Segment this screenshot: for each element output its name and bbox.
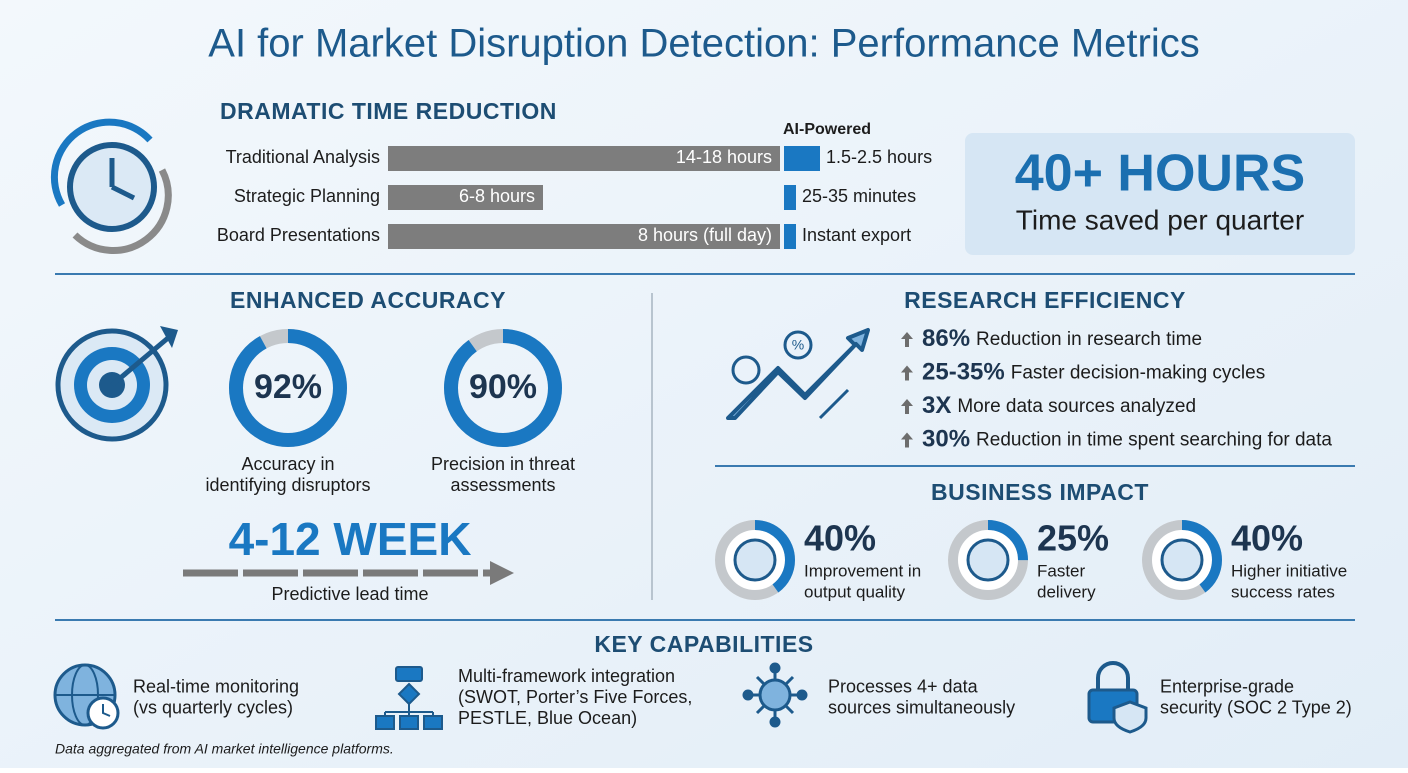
traditional-time: 14-18 hours	[676, 147, 772, 167]
capability-text: Enterprise-grade	[1160, 676, 1294, 696]
footnote: Data aggregated from AI market intellige…	[55, 741, 394, 757]
impact-value: 25%	[1037, 518, 1109, 559]
ai-time: 1.5-2.5 hours	[826, 147, 932, 167]
impact-label: success rates	[1231, 582, 1335, 601]
impact-label: Higher initiative	[1231, 561, 1347, 580]
ring-value: 92%	[254, 368, 322, 406]
ring-arc	[948, 520, 1028, 600]
traditional-bar	[388, 185, 543, 210]
capability-text: PESTLE, Blue Ocean)	[458, 708, 637, 728]
lock-icon	[1087, 661, 1148, 734]
capability-text: (SWOT, Porter’s Five Forces,	[458, 687, 692, 707]
impact-label: output quality	[804, 582, 906, 601]
research-item: 30% Reduction in time spent searching for…	[922, 426, 1332, 453]
section-heading: ENHANCED ACCURACY	[230, 287, 506, 313]
capability-text: sources simultaneously	[828, 697, 1015, 717]
capability-text: Processes 4+ data	[828, 676, 979, 696]
globe-icon	[53, 663, 120, 730]
research-item: 25-35% Faster decision-making cycles	[922, 359, 1265, 386]
up-arrow	[901, 332, 913, 347]
traditional-bar	[388, 224, 780, 249]
section-heading: RESEARCH EFFICIENCY	[904, 287, 1186, 313]
capability-text: (vs quarterly cycles)	[133, 697, 293, 717]
ai-time: 25-35 minutes	[802, 186, 916, 206]
research-item: 3X More data sources analyzed	[922, 392, 1196, 419]
target-icon	[55, 326, 178, 442]
ring-label: identifying disruptors	[205, 475, 370, 495]
traditional-bar	[388, 146, 780, 171]
ring-arc	[715, 520, 795, 600]
research-text: More data sources analyzed	[957, 396, 1196, 417]
impact-icon	[966, 538, 1010, 582]
ring-label: Accuracy in	[241, 454, 334, 474]
research-text: Faster decision-making cycles	[1011, 363, 1265, 384]
ring-arc	[229, 329, 347, 447]
ring-value: 90%	[469, 368, 537, 406]
ai-bar	[784, 185, 796, 210]
row-label: Strategic Planning	[234, 186, 380, 206]
highlight-label: Time saved per quarter	[1016, 204, 1304, 235]
ring-arc	[444, 329, 562, 447]
column-header: AI-Powered	[783, 121, 871, 138]
network-icon	[742, 662, 808, 728]
impact-icon	[1160, 538, 1204, 582]
highlight-box	[965, 133, 1355, 255]
up-arrow	[901, 365, 913, 381]
research-text: Reduction in research time	[976, 329, 1202, 350]
section-heading: DRAMATIC TIME REDUCTION	[220, 98, 557, 124]
capability-text: Real-time monitoring	[133, 676, 299, 696]
svg-text:%: %	[792, 337, 804, 353]
capability-text: Multi-framework integration	[458, 666, 675, 686]
arrow-head	[490, 561, 514, 585]
clock-icon	[50, 118, 172, 254]
research-item: 86% Reduction in research time	[922, 325, 1202, 352]
up-arrow	[901, 432, 913, 448]
flowchart-icon	[375, 666, 443, 730]
row-label: Board Presentations	[217, 225, 380, 245]
research-text: Reduction in time spent searching for da…	[976, 430, 1332, 451]
research-value: 30%	[922, 426, 970, 453]
section-heading: KEY CAPABILITIES	[594, 631, 813, 657]
research-value: 25-35%	[922, 359, 1005, 386]
row-label: Traditional Analysis	[226, 147, 380, 167]
traditional-time: 8 hours (full day)	[638, 225, 772, 245]
section-heading: BUSINESS IMPACT	[931, 479, 1149, 505]
capability-text: security (SOC 2 Type 2)	[1160, 697, 1352, 717]
impact-value: 40%	[804, 518, 876, 559]
up-arrow	[901, 399, 913, 414]
traditional-time: 6-8 hours	[459, 186, 535, 206]
lead-time-value: 4-12 WEEK	[229, 513, 472, 565]
ai-bar	[784, 146, 820, 171]
impact-icon	[733, 538, 777, 582]
ai-time: Instant export	[802, 225, 911, 245]
page-title: AI for Market Disruption Detection: Perf…	[208, 22, 1199, 66]
ring-arc	[1142, 520, 1222, 600]
impact-label: Improvement in	[804, 561, 921, 580]
ring-label: Precision in threat	[431, 454, 575, 474]
impact-label: Faster	[1037, 561, 1086, 580]
growth-icon: %	[726, 328, 870, 420]
research-value: 3X	[922, 392, 951, 419]
impact-label: delivery	[1037, 582, 1096, 601]
impact-value: 40%	[1231, 518, 1303, 559]
highlight-value: 40+ HOURS	[1015, 145, 1305, 203]
ring-label: assessments	[450, 475, 555, 495]
lead-time-label: Predictive lead time	[271, 584, 428, 604]
research-value: 86%	[922, 325, 970, 352]
ai-bar	[784, 224, 796, 249]
